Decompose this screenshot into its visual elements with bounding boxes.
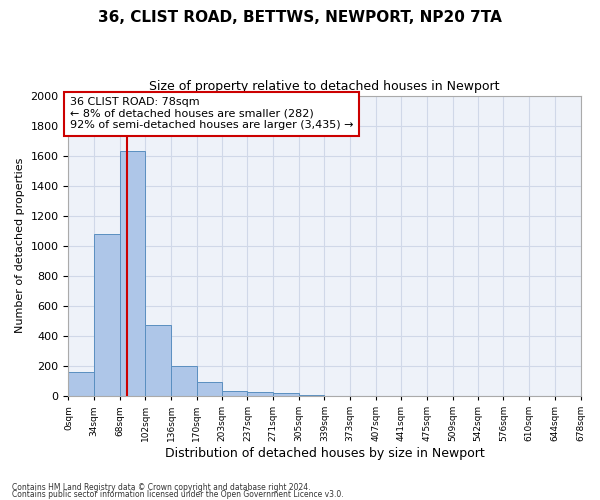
Bar <box>247 392 273 396</box>
Text: 36 CLIST ROAD: 78sqm
← 8% of detached houses are smaller (282)
92% of semi-detac: 36 CLIST ROAD: 78sqm ← 8% of detached ho… <box>70 97 353 130</box>
Bar <box>171 366 197 396</box>
Text: Contains HM Land Registry data © Crown copyright and database right 2024.: Contains HM Land Registry data © Crown c… <box>12 484 311 492</box>
Y-axis label: Number of detached properties: Number of detached properties <box>15 158 25 334</box>
Bar <box>68 372 94 396</box>
Title: Size of property relative to detached houses in Newport: Size of property relative to detached ho… <box>149 80 500 93</box>
Bar <box>197 382 223 396</box>
Bar <box>120 151 145 396</box>
Bar <box>222 391 247 396</box>
Bar <box>273 393 299 396</box>
X-axis label: Distribution of detached houses by size in Newport: Distribution of detached houses by size … <box>164 447 484 460</box>
Text: Contains public sector information licensed under the Open Government Licence v3: Contains public sector information licen… <box>12 490 344 499</box>
Bar <box>94 234 120 396</box>
Bar <box>145 326 171 396</box>
Text: 36, CLIST ROAD, BETTWS, NEWPORT, NP20 7TA: 36, CLIST ROAD, BETTWS, NEWPORT, NP20 7T… <box>98 10 502 25</box>
Bar <box>299 394 325 396</box>
